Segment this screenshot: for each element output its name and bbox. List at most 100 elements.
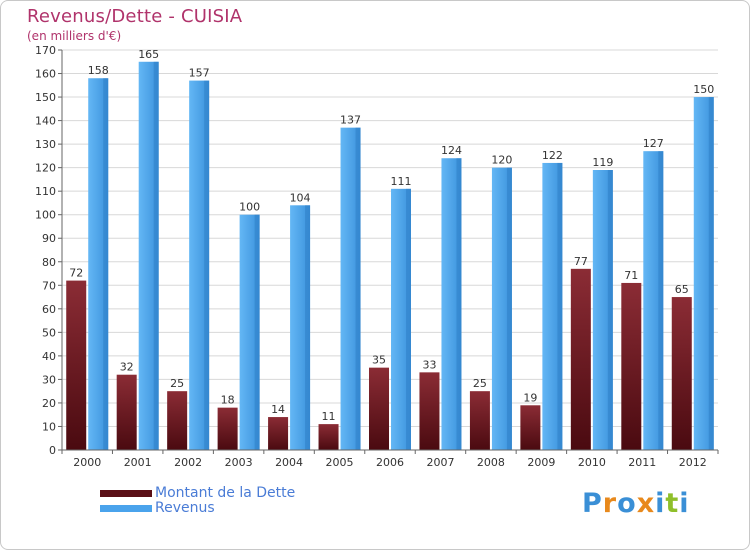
- logo-letter: t: [665, 488, 680, 519]
- data-label: 122: [542, 149, 563, 162]
- bar-revenus-shade: [557, 162, 563, 451]
- data-labels: 72 158 32 165 25 157 18 100 14 104 11 137 35 111 33 124…: [69, 48, 714, 423]
- data-label: 35: [372, 354, 386, 367]
- bar-revenus-shade: [658, 151, 664, 451]
- chart-subtitle: (en milliers d'€): [27, 29, 122, 43]
- bar-revenus-shade: [103, 78, 109, 450]
- data-label: 158: [88, 64, 109, 77]
- axes: [61, 50, 718, 451]
- y-tick-label: 20: [42, 397, 56, 410]
- bar-dette: [570, 268, 591, 450]
- x-axis-ticks: 2000 2001 2002 2003 2004 2005 2006 2007 2008 2009…: [61, 450, 719, 469]
- data-label: 119: [592, 156, 613, 169]
- bar-revenus-shade: [153, 61, 159, 450]
- logo-letter: i: [655, 488, 666, 519]
- x-tick-label: 2007: [426, 456, 454, 469]
- proxiti-logo: Proxiti: [582, 488, 690, 519]
- legend-label-revenus: Revenus: [155, 500, 215, 516]
- data-label: 111: [391, 175, 412, 188]
- bar-dette: [621, 282, 642, 450]
- bar-dette: [520, 405, 541, 450]
- data-label: 77: [574, 255, 588, 268]
- x-tick-label: 2006: [376, 456, 404, 469]
- x-tick-label: 2012: [679, 456, 707, 469]
- data-label: 165: [138, 48, 159, 61]
- data-label: 157: [189, 67, 210, 80]
- bars: [66, 61, 714, 451]
- y-tick-label: 110: [35, 185, 56, 198]
- x-tick-label: 2011: [628, 456, 656, 469]
- logo-letter: o: [617, 488, 637, 519]
- bar-dette: [217, 407, 238, 450]
- y-tick-label: 160: [35, 68, 56, 81]
- y-tick-label: 10: [42, 420, 56, 433]
- bar-dette: [671, 297, 692, 450]
- legend-swatch-revenus: [100, 505, 152, 512]
- data-label: 100: [239, 201, 260, 214]
- y-tick-label: 100: [35, 209, 56, 222]
- y-tick-label: 0: [49, 444, 56, 457]
- bar-dette: [167, 391, 188, 450]
- bar-dette: [419, 372, 440, 450]
- x-tick-label: 2002: [174, 456, 202, 469]
- logo-letter: x: [636, 488, 656, 519]
- y-tick-label: 50: [42, 326, 56, 339]
- legend-label-dette: Montant de la Dette: [155, 485, 296, 501]
- data-label: 25: [170, 377, 184, 390]
- x-tick-label: 2004: [275, 456, 303, 469]
- x-tick-label: 2010: [578, 456, 606, 469]
- chart-title: Revenus/Dette - CUISIA: [27, 6, 243, 27]
- bar-dette: [268, 417, 289, 450]
- bar-revenus-shade: [204, 80, 210, 451]
- data-label: 32: [120, 361, 134, 374]
- data-label: 18: [221, 394, 235, 407]
- bar-revenus-shade: [506, 167, 512, 450]
- y-tick-label: 170: [35, 44, 56, 57]
- x-tick-label: 2009: [527, 456, 555, 469]
- y-tick-label: 60: [42, 303, 56, 316]
- data-label: 25: [473, 377, 487, 390]
- data-label: 71: [624, 269, 638, 282]
- bar-revenus-shade: [456, 158, 462, 450]
- data-label: 14: [271, 403, 285, 416]
- data-label: 11: [322, 410, 336, 423]
- x-tick-label: 2000: [73, 456, 101, 469]
- data-label: 127: [643, 137, 664, 150]
- grid-lines: [62, 49, 718, 427]
- bar-dette: [318, 424, 339, 450]
- bar-dette: [66, 280, 87, 450]
- y-tick-label: 130: [35, 138, 56, 151]
- bar-revenus-shade: [305, 205, 311, 450]
- bar-revenus-shade: [254, 214, 260, 450]
- bar-dette: [369, 367, 389, 450]
- logo-letter: r: [602, 488, 618, 519]
- bar-dette: [469, 391, 490, 450]
- y-tick-label: 140: [35, 115, 56, 128]
- data-label: 65: [675, 283, 689, 296]
- data-label: 72: [69, 267, 83, 280]
- x-tick-label: 2005: [326, 456, 354, 469]
- bar-revenus-shade: [406, 188, 411, 450]
- y-tick-label: 80: [42, 256, 56, 269]
- data-label: 33: [422, 358, 436, 371]
- legend-swatch-dette: [100, 490, 152, 497]
- y-tick-label: 120: [35, 162, 56, 175]
- y-axis-ticks: 0 10 20 30 40 50 60 70 80 90 100 110 120 130 140 150 160…: [35, 44, 62, 457]
- data-label: 150: [693, 83, 714, 96]
- bar-revenus-shade: [607, 170, 613, 450]
- logo-letter: P: [582, 488, 603, 519]
- x-tick-label: 2008: [477, 456, 505, 469]
- data-label: 124: [441, 144, 462, 157]
- y-tick-label: 150: [35, 91, 56, 104]
- x-tick-label: 2003: [225, 456, 253, 469]
- data-label: 19: [523, 391, 537, 404]
- y-tick-label: 90: [42, 232, 56, 245]
- data-label: 120: [491, 154, 512, 167]
- logo-letter: i: [679, 488, 690, 519]
- bar-revenus-shade: [708, 97, 714, 450]
- bar-revenus-shade: [355, 127, 361, 450]
- y-tick-label: 40: [42, 350, 56, 363]
- data-label: 137: [340, 114, 361, 127]
